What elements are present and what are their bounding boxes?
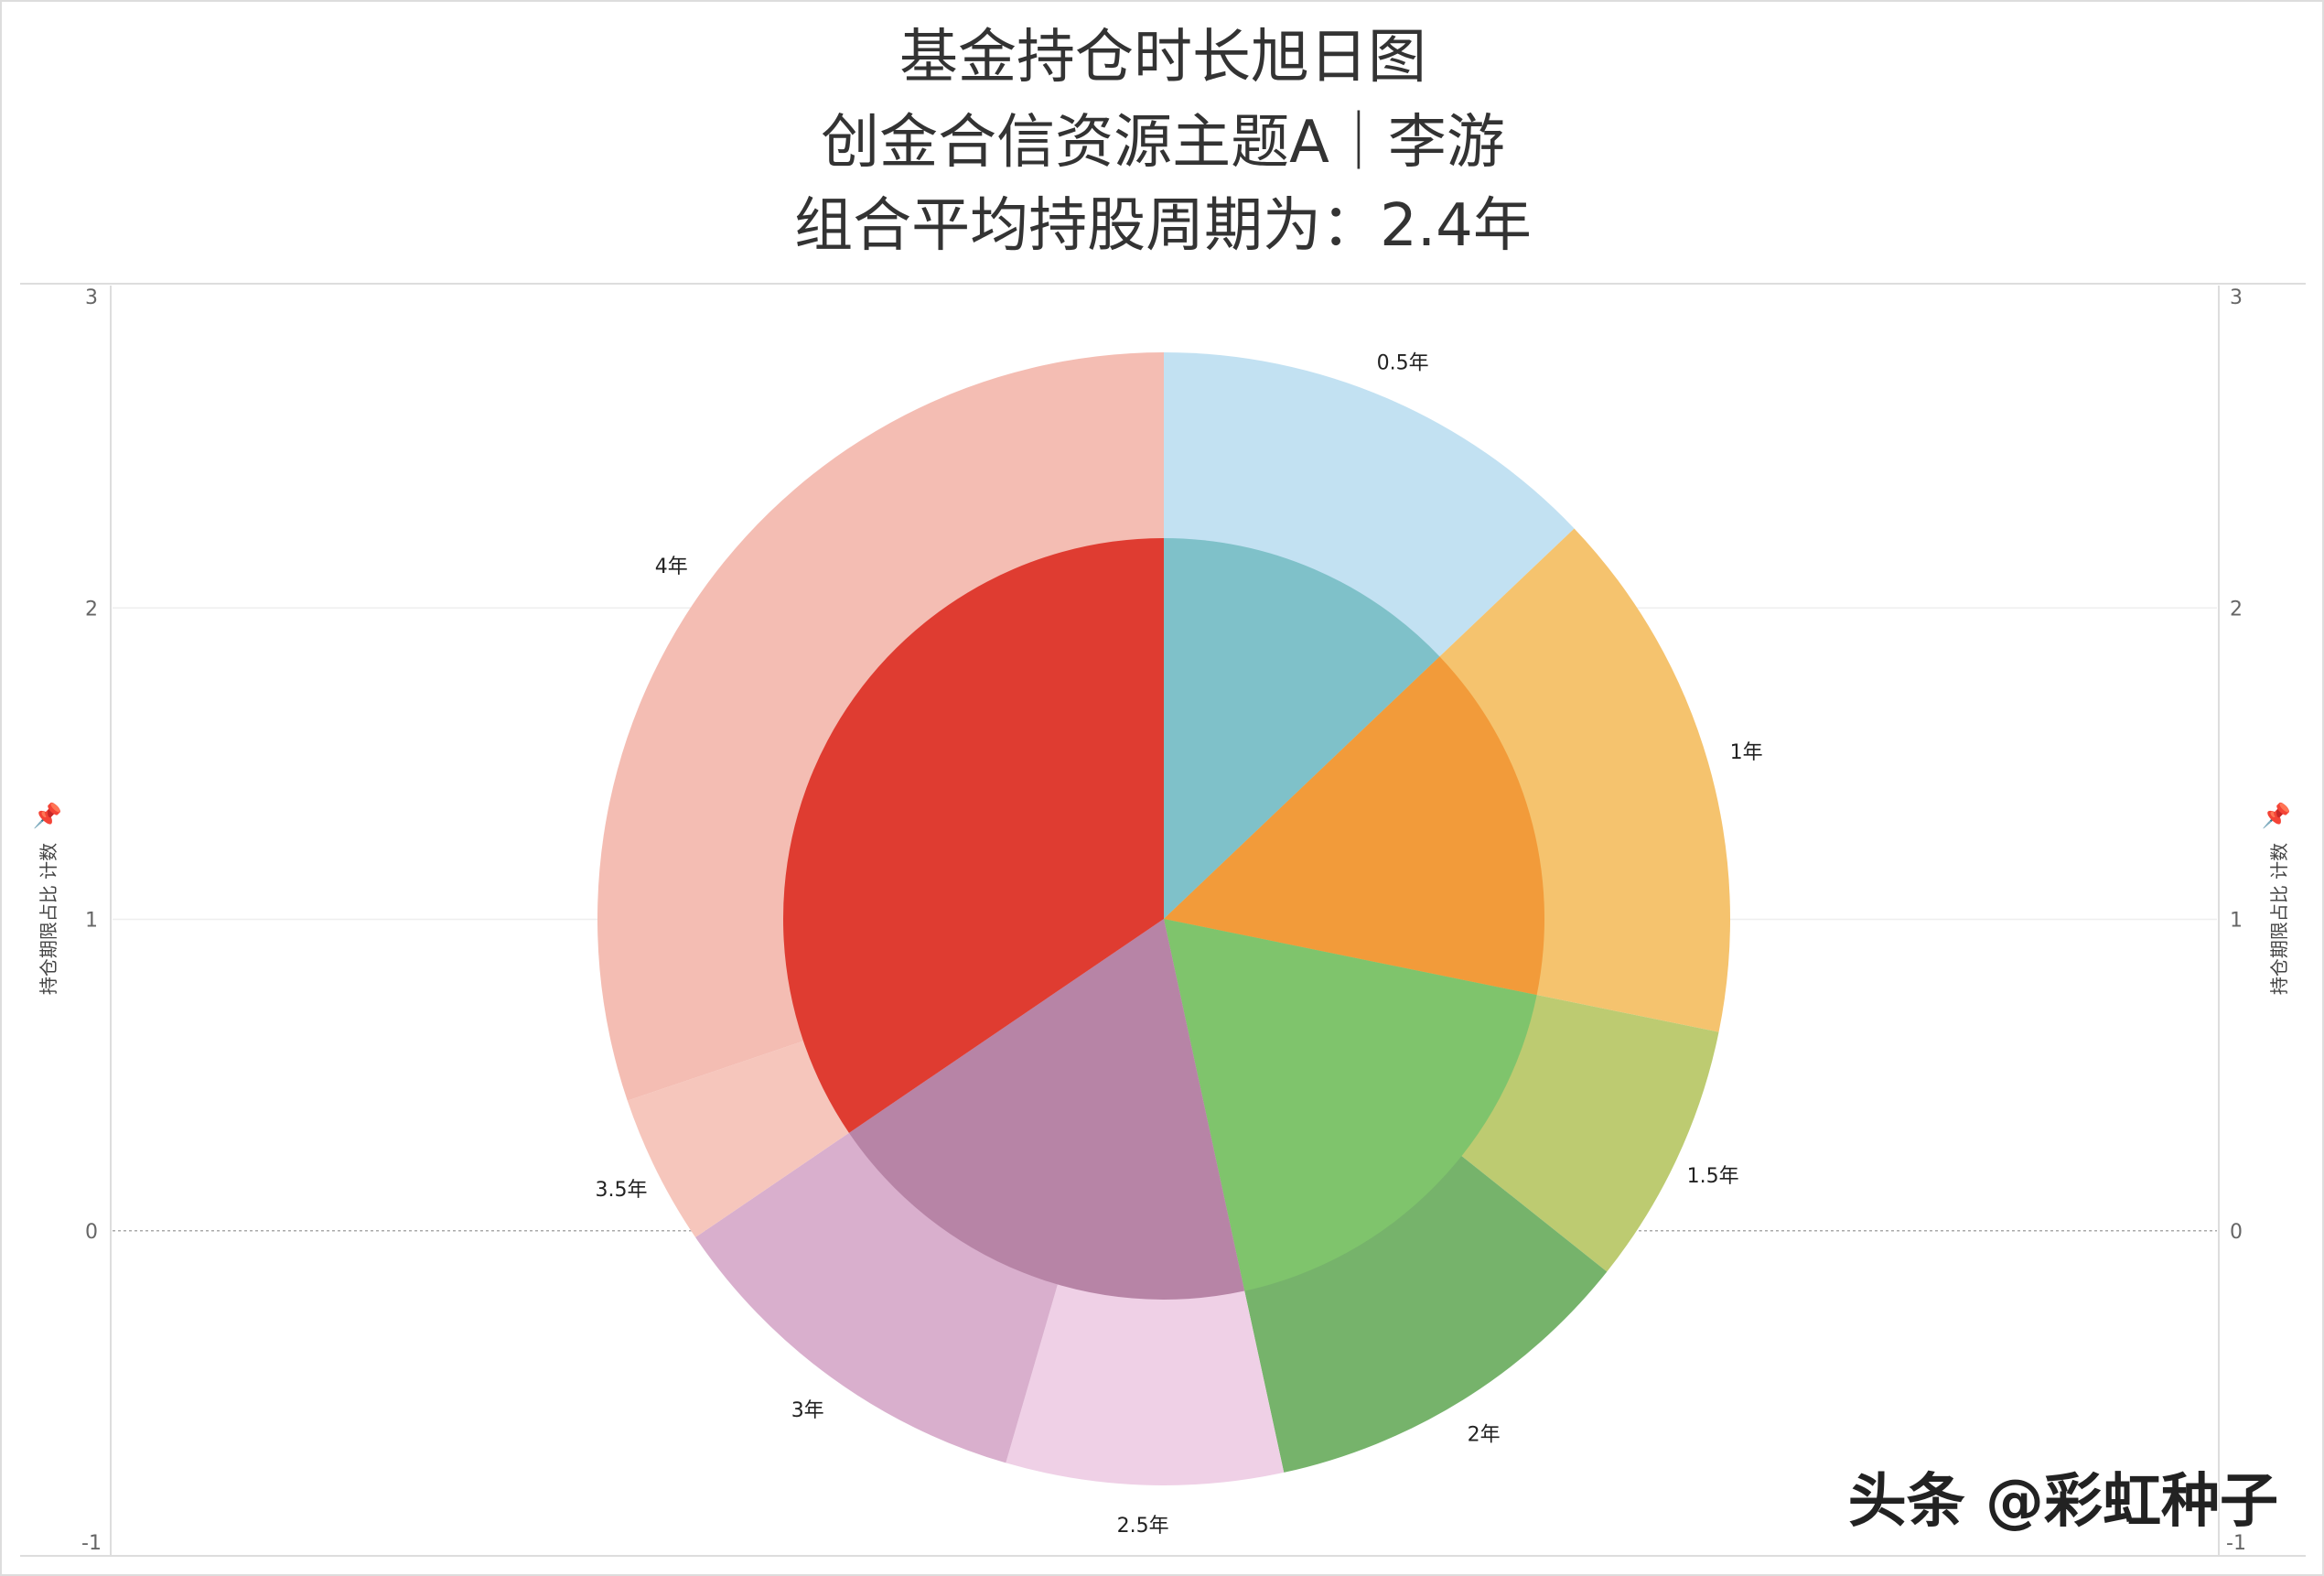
slice-label: 2年	[1468, 1424, 1501, 1447]
y-tick-label-right: 0	[2230, 1221, 2243, 1244]
y-axis-ticks: 3 3 2 2 1 1 0 0 -1 -1	[81, 286, 2246, 1555]
y-tick-label: -1	[81, 1532, 102, 1555]
left-axis-title: 📌 持仓期限占比 计数	[33, 801, 62, 995]
y-axis-label: 持仓期限占比 计数	[38, 843, 59, 995]
inner-slice[interactable]	[1164, 919, 1537, 1291]
slice-label: 2.5年	[1117, 1515, 1169, 1538]
inner-slice[interactable]	[783, 538, 1164, 1133]
inner-slice[interactable]	[1164, 656, 1544, 996]
slice-labels: 0.5年 1年 1.5年 2年 2.5年 3年 3.5年 4年	[596, 351, 1763, 1538]
y-tick-label-right: 2	[2230, 598, 2243, 621]
watermark: 头条 @彩虹种子	[1848, 1468, 2278, 1536]
y-tick-label-right: 1	[2230, 910, 2243, 933]
inner-ring	[783, 538, 1544, 1300]
y-tick-label-right: 3	[2230, 286, 2243, 309]
y-tick-label: 3	[85, 286, 98, 309]
slice-label: 3.5年	[596, 1179, 648, 1202]
y-axis-label-right: 持仓期限占比 计数	[2268, 843, 2290, 995]
right-axis-title: 📌 持仓期限占比 计数	[2262, 801, 2291, 995]
slice-label: 4年	[655, 556, 688, 578]
title-line-1: 基金持仓时长旭日图	[899, 24, 1426, 92]
y-tick-label: 2	[85, 598, 98, 621]
title-line-3: 组合平均持股周期为：2.4年	[794, 192, 1532, 260]
title-line-2: 创金合信资源主题A｜李游	[821, 109, 1505, 177]
slice-label: 3年	[791, 1399, 824, 1422]
slice-label: 0.5年	[1377, 351, 1429, 374]
pin-icon[interactable]: 📌	[2262, 801, 2291, 830]
y-tick-label: 1	[85, 910, 98, 933]
inner-slice[interactable]	[1164, 538, 1440, 919]
slice-label: 1.5年	[1687, 1165, 1739, 1188]
inner-slice[interactable]	[848, 919, 1245, 1300]
slice-label: 1年	[1730, 741, 1763, 764]
y-tick-label-right: -1	[2226, 1532, 2246, 1555]
y-tick-label: 0	[85, 1221, 98, 1244]
pin-icon[interactable]: 📌	[33, 801, 62, 830]
